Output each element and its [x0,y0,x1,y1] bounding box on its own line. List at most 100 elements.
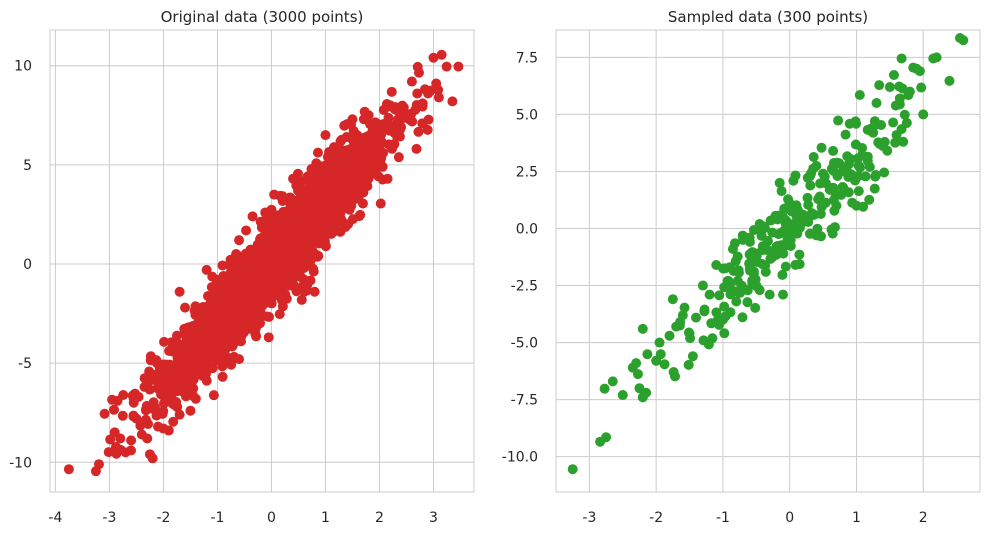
scatter-point [668,367,679,378]
scatter-point [447,96,458,107]
scatter-point [944,75,955,86]
scatter-point [274,309,285,320]
scatter-point [180,302,191,313]
scatter-point [382,173,393,184]
x-tick-label: -1 [716,510,730,526]
scatter-point [302,280,313,291]
scatter-point [687,351,698,362]
scatter-point [320,130,331,141]
scatter-point [325,203,336,214]
scatter-point [784,198,795,209]
scatter-point [200,308,211,319]
scatter-point [818,168,829,179]
chart-title: Original data (3000 points) [161,8,364,26]
scatter-point [157,408,168,419]
scatter-point [174,286,185,297]
scatter-point [764,289,775,300]
scatter-point [365,168,376,179]
scatter-point [208,319,219,330]
scatter-point [329,147,340,158]
scatter-point [884,82,895,93]
scatter-point [139,381,150,392]
scatter-point [287,273,298,284]
scatter-point [828,145,839,156]
scatter-point [174,409,185,420]
scatter-point [417,98,428,109]
y-tick-label: 2.5 [516,164,538,180]
scatter-point [242,285,253,296]
scatter-point [428,52,439,63]
scatter-point [208,390,219,401]
y-tick-label: 10 [14,59,32,75]
scatter-point [423,88,434,99]
scatter-point [227,341,238,352]
scatter-point [152,358,163,369]
scatter-point [778,289,789,300]
scatter-point [112,395,123,406]
scatter-point [654,337,665,348]
scatter-point [891,129,902,140]
scatter-point [393,152,404,163]
scatter-point [828,165,839,176]
scatter-point [352,181,363,192]
scatter-point [63,464,74,475]
scatter-point [754,285,765,296]
scatter-point [345,173,356,184]
scatter-point [218,279,229,290]
scatter-point [105,434,116,445]
y-tick-label: 7.5 [516,50,538,66]
scatter-point [824,184,835,195]
scatter-point [641,387,652,398]
x-tick-label: -3 [582,510,596,526]
scatter-point [310,249,321,260]
scatter-point [358,187,369,198]
scatter-point [775,228,786,239]
scatter-point [338,153,349,164]
scatter-point [742,285,753,296]
y-tick-label: -2.5 [511,279,538,295]
scatter-point [293,195,304,206]
scatter-point [760,266,771,277]
scatter-point [288,173,299,184]
scatter-point [840,129,851,140]
scatter-point [717,314,728,325]
scatter-point [295,206,306,217]
scatter-point [177,381,188,392]
scatter-point [126,445,137,456]
scatter-point [838,182,849,193]
scatter-point [206,282,217,293]
scatter-point [858,201,869,212]
scatter-point [804,171,815,182]
scatter-point [363,110,374,121]
scatter-point [719,328,730,339]
scatter-point [871,98,882,109]
scatter-point [361,158,372,169]
scatter-point [868,127,879,138]
scatter-point [725,289,736,300]
scatter-point [651,355,662,366]
scatter-point [637,323,648,334]
scatter-point [169,399,180,410]
scatter-point [390,102,401,113]
scatter-point [780,261,791,272]
scatter-point [336,215,347,226]
scatter-point [406,76,417,87]
scatter-point [697,280,708,291]
scatter-point [958,35,969,46]
scatter-point [179,341,190,352]
scatter-point [263,332,274,343]
scatter-point [888,117,899,128]
scatter-point [190,346,201,357]
scatter-point [841,164,852,175]
scatter-point [159,336,170,347]
scatter-point [413,126,424,137]
scatter-point [722,276,733,286]
scatter-point [303,200,314,211]
scatter-point [441,61,452,72]
scatter-point [704,289,715,300]
scatter-point [233,300,244,311]
scatter-point [671,321,682,332]
x-tick-label: -1 [210,510,224,526]
plot-frame [49,29,475,493]
scatter-point [289,220,300,231]
